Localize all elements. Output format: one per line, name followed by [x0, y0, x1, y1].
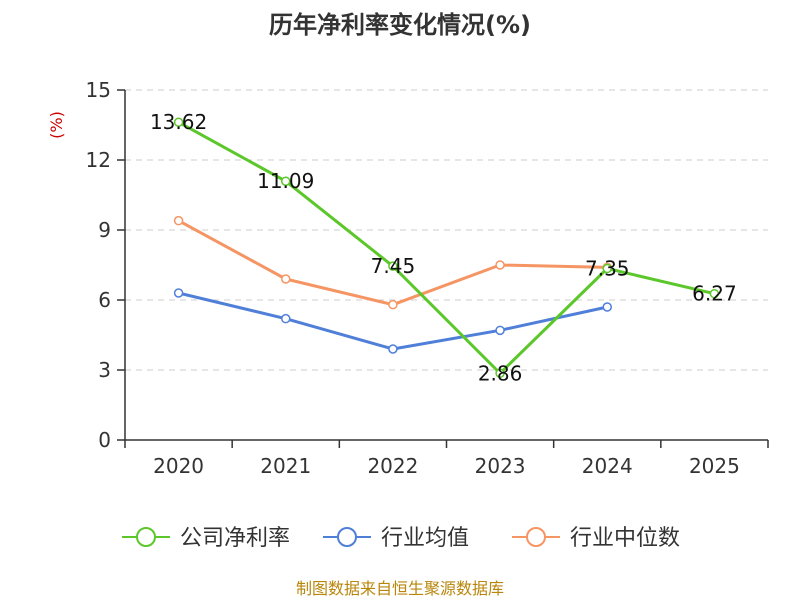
legend-marker — [526, 527, 546, 547]
data-label: 6.27 — [692, 282, 737, 306]
data-point — [173, 215, 184, 226]
x-tick-labels: 2020 2021 2022 2023 2024 2025 — [153, 454, 740, 478]
data-point — [388, 299, 398, 310]
data-point — [281, 313, 291, 324]
y-axis-label: (%) — [47, 111, 66, 139]
x-tick-label: 2025 — [689, 454, 740, 478]
data-point — [495, 260, 505, 270]
data-point — [281, 274, 291, 284]
legend-label: 行业均值 — [381, 526, 469, 551]
grid-lines — [125, 89, 768, 371]
data-point — [602, 302, 612, 312]
data-label: 2.86 — [478, 361, 523, 385]
x-tick-label: 2021 — [260, 454, 311, 478]
y-tick-label: 3 — [98, 358, 111, 382]
x-tick-label: 2022 — [367, 454, 418, 478]
x-tick-label: 2020 — [153, 454, 204, 478]
data-point — [602, 263, 612, 274]
data-point — [388, 344, 398, 354]
data-point — [495, 368, 505, 379]
y-tick-label: 0 — [98, 428, 111, 452]
y-tick-label: 6 — [98, 288, 111, 312]
data-point — [495, 325, 505, 336]
series-line — [177, 120, 715, 375]
data-point — [173, 288, 184, 298]
y-tick-label: 12 — [86, 148, 111, 172]
source-note: 制图数据来自恒生聚源数据库 — [296, 579, 504, 598]
legend-label: 公司净利率 — [180, 526, 290, 551]
data-labels: 13.62 11.09 7.45 2.86 7.35 6.27 — [150, 110, 737, 385]
y-tick-label: 15 — [86, 78, 111, 102]
data-label: 7.45 — [371, 254, 416, 278]
data-label: 13.62 — [150, 110, 207, 134]
data-point — [388, 261, 398, 271]
data-point — [709, 288, 720, 299]
legend-label: 行业中位数 — [570, 526, 680, 551]
legend-marker — [337, 527, 357, 547]
y-tick-label: 9 — [98, 218, 111, 242]
legend: 公司净利率 行业均值 行业中位数 — [122, 526, 680, 551]
data-label: 11.09 — [257, 169, 314, 193]
series-group — [173, 117, 720, 379]
data-point — [281, 176, 291, 186]
data-label: 7.35 — [585, 257, 630, 281]
x-tick-label: 2023 — [475, 454, 526, 478]
x-tick-label: 2024 — [582, 454, 633, 478]
data-point — [173, 117, 184, 127]
legend-marker — [136, 527, 156, 547]
axes — [117, 89, 769, 448]
chart-title: 历年净利率变化情况(%) — [269, 11, 531, 39]
y-tick-labels: 0 3 6 9 12 15 — [86, 78, 111, 452]
